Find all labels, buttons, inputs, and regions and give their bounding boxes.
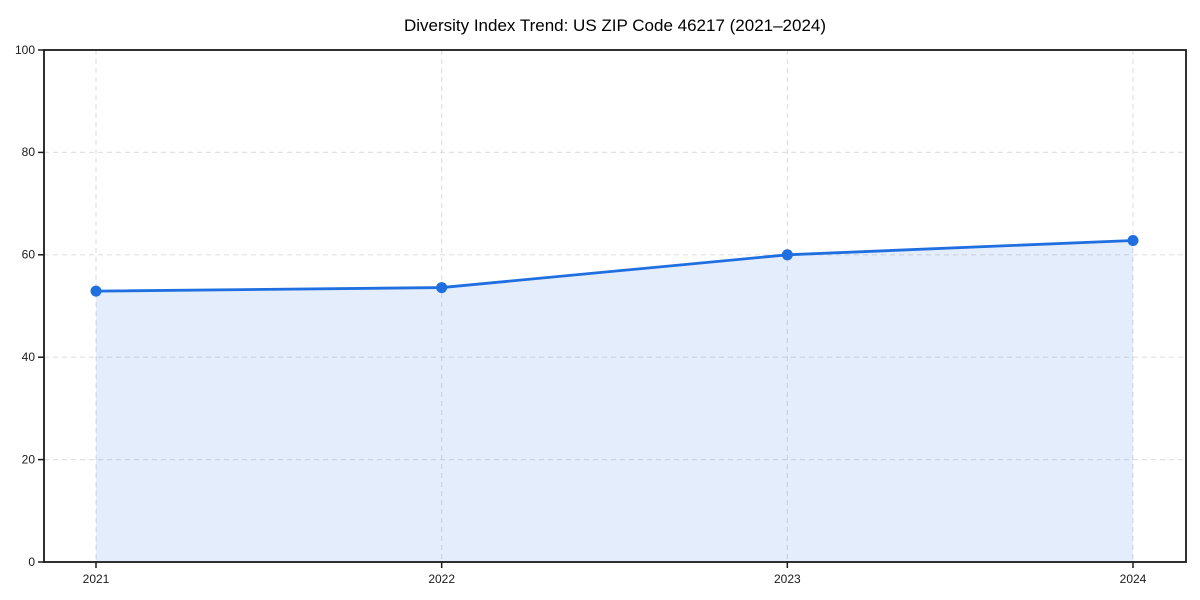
plot-border [43, 49, 1187, 563]
trend-line [94, 239, 1135, 293]
x-tick-label: 2024 [1120, 572, 1147, 586]
y-tick-label: 80 [22, 145, 36, 159]
y-tick-label: 20 [22, 452, 36, 466]
data-point [436, 282, 448, 294]
y-tick-label: 100 [15, 43, 35, 57]
y-tick-label: 60 [22, 248, 36, 262]
plot-area: 0 20 40 60 80 100 2021 2022 2023 2024 [15, 43, 1187, 586]
area-fill [96, 240, 1133, 563]
x-tick-label: 2021 [83, 572, 110, 586]
x-tick-label: 2023 [774, 572, 801, 586]
x-tick-label: 2022 [428, 572, 455, 586]
data-point [1127, 234, 1139, 246]
y-tick-label: 0 [28, 555, 35, 569]
y-tick-label: 40 [22, 350, 36, 364]
chart-title: Diversity Index Trend: US ZIP Code 46217… [404, 16, 826, 35]
data-point [781, 249, 793, 261]
data-point [90, 285, 102, 297]
